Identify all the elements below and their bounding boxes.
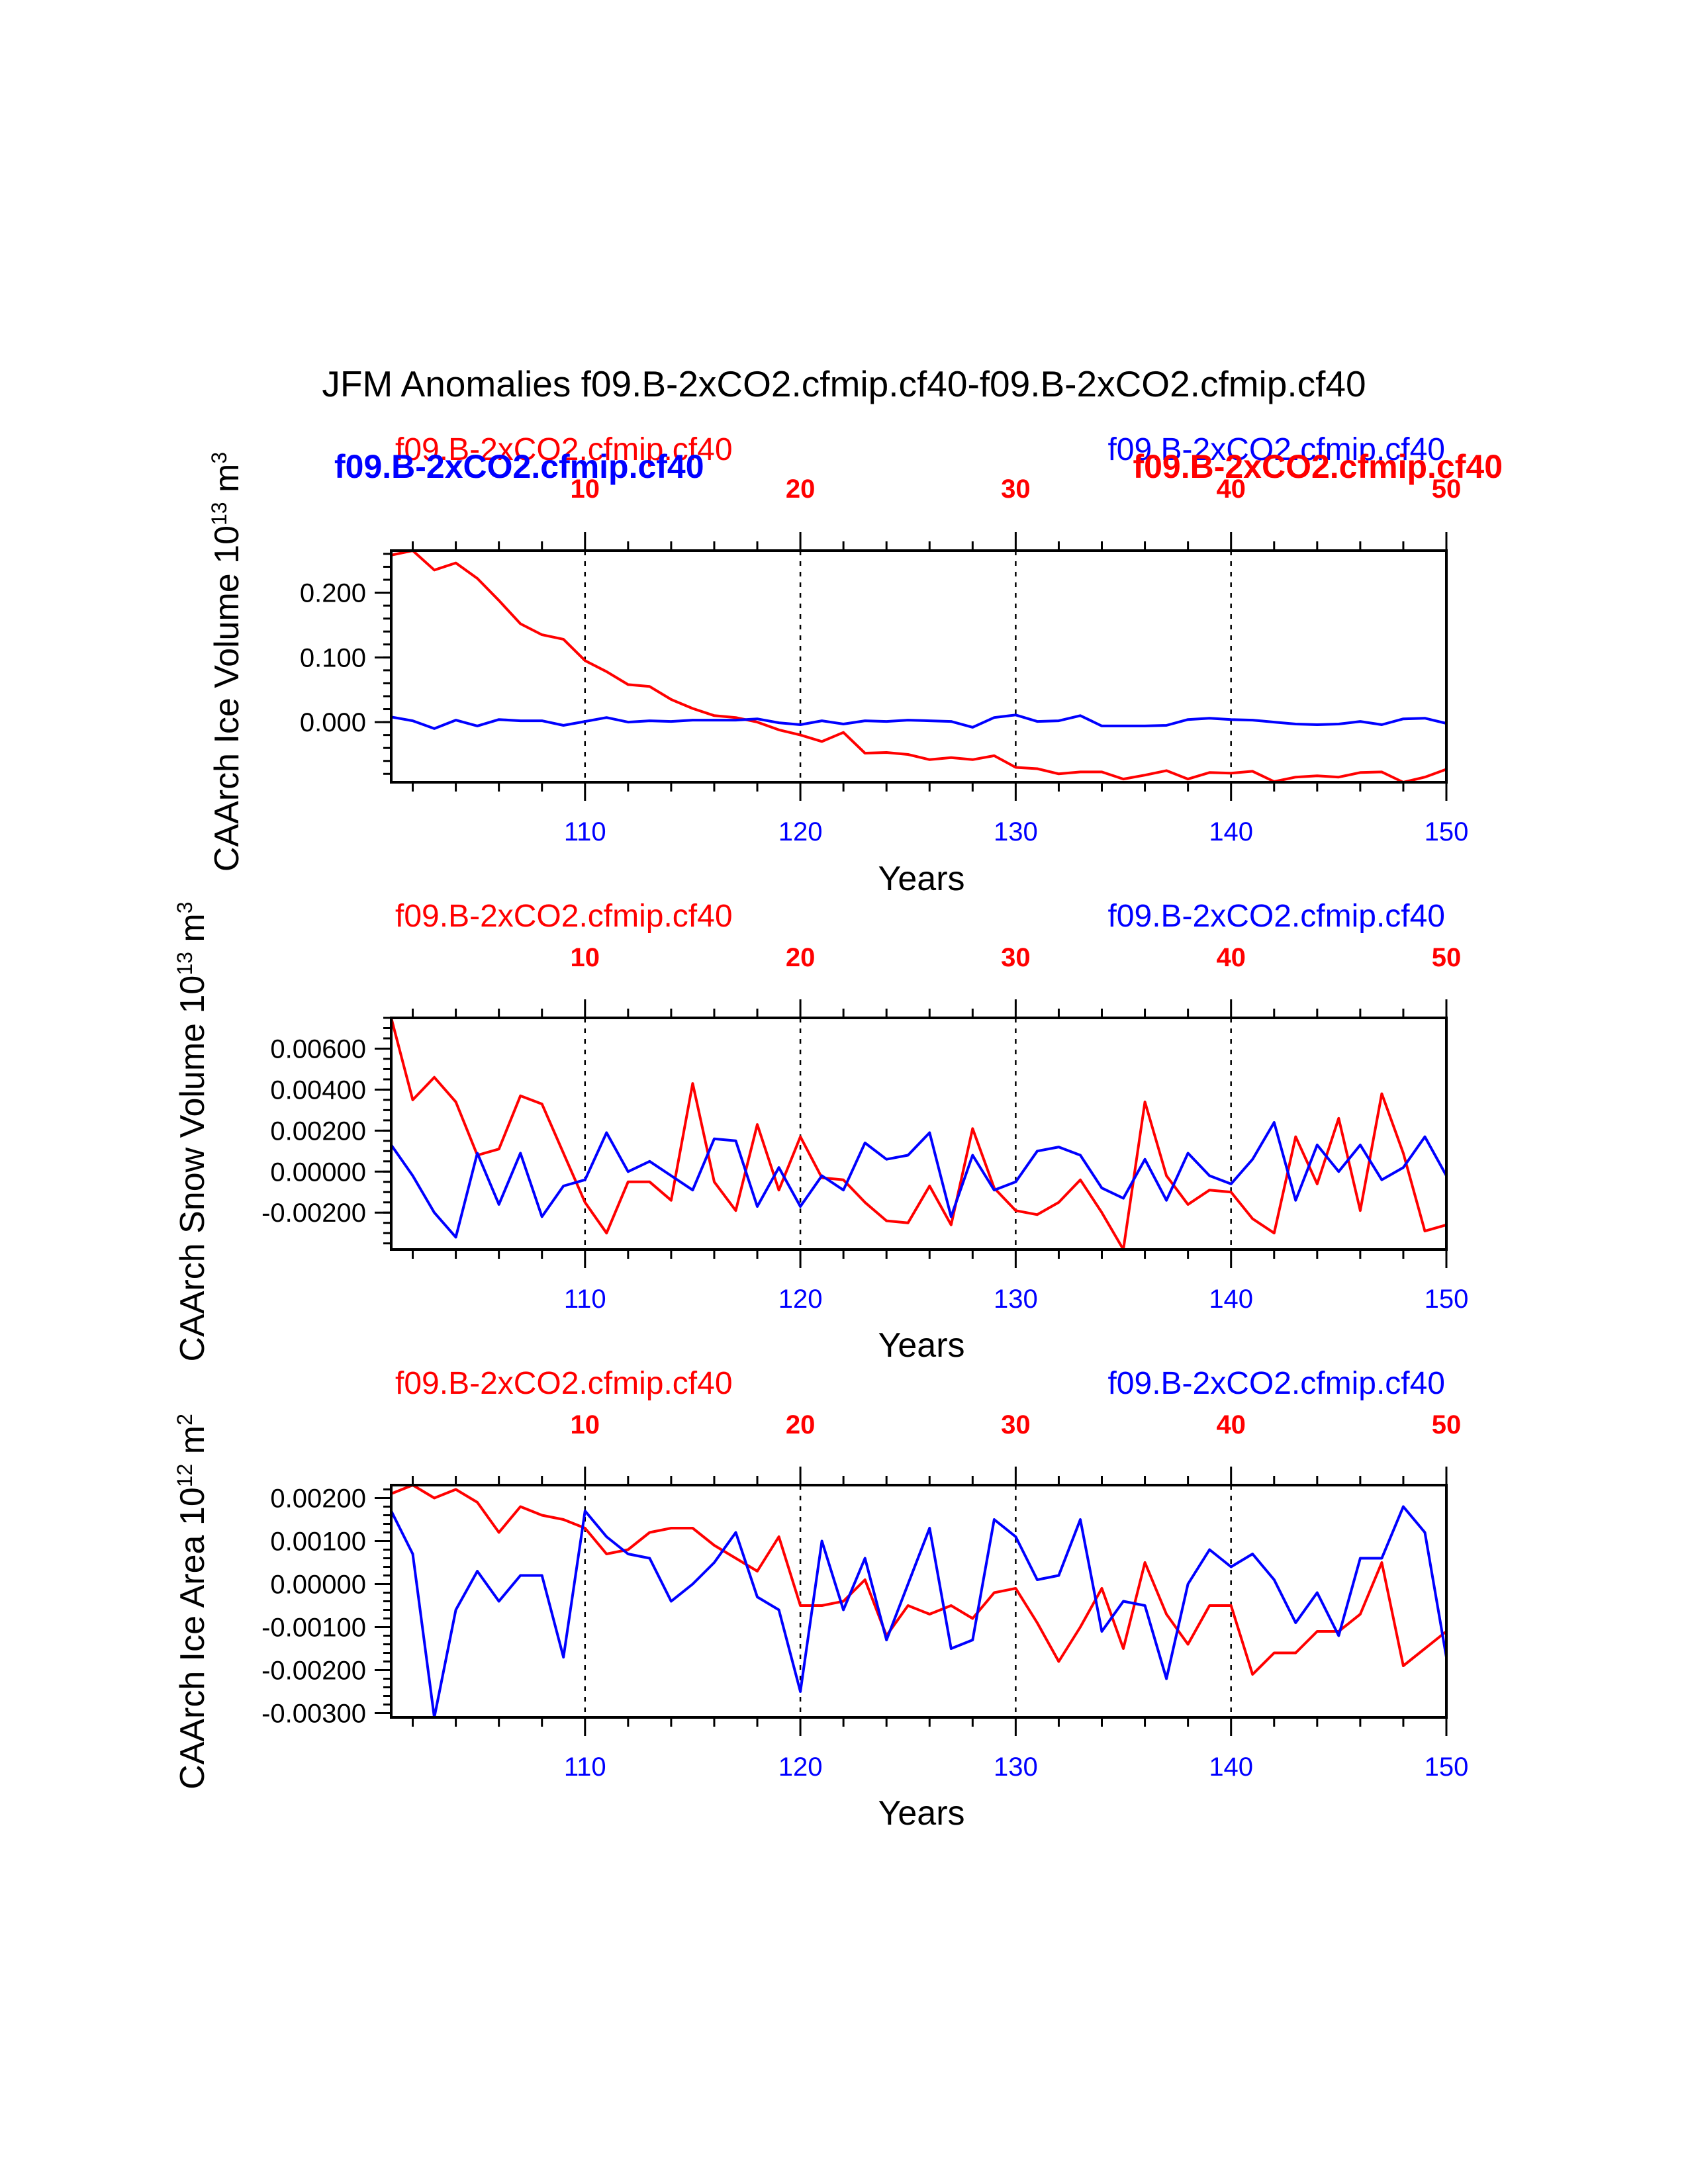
panel-ice-area: -0.00300 -0.00200 -0.00100 0.00000 0.00100 0.…: [173, 1366, 1468, 1833]
series-label-blue: f09.B-2xCO2.cfmip.cf40: [1107, 899, 1445, 934]
y-tick-label: 0.00000: [270, 1158, 366, 1187]
series-line-red: [391, 549, 1447, 784]
y-tick-label: -0.00200: [261, 1199, 366, 1228]
y-tick-label: 0.00400: [270, 1075, 366, 1105]
x-axis-label: Years: [878, 860, 964, 898]
series-line-red: [391, 1484, 1448, 1676]
series-label-blue: f09.B-2xCO2.cfmip.cf40: [1107, 432, 1445, 467]
y-label-unit-exponent: 3: [207, 452, 231, 464]
x-tick-label: 110: [564, 817, 606, 846]
plot-frame: [390, 549, 1448, 784]
y-tick-label: 0.00100: [270, 1527, 366, 1557]
y-tick-label: -0.00300: [261, 1700, 366, 1729]
y-tick-label: 0.00000: [270, 1570, 366, 1600]
x-top-tick-label: 10: [571, 475, 600, 504]
x-tick-label: 130: [994, 1752, 1038, 1782]
x-tick-label: 120: [778, 1752, 823, 1782]
series-line-blue: [390, 1505, 1448, 1719]
x-top-tick-label: 10: [571, 943, 600, 972]
y-label-text: CAArch Ice Volume 10: [208, 525, 246, 872]
x-top-tick-label: 20: [786, 943, 816, 972]
y-tick-label: -0.00200: [261, 1657, 366, 1686]
y-label-text: CAArch Snow Volume 10: [173, 976, 212, 1362]
x-top-tick-label: 30: [1001, 1410, 1031, 1439]
series-label-blue: f09.B-2xCO2.cfmip.cf40: [1107, 1366, 1445, 1401]
x-tick-label: 130: [994, 1285, 1038, 1314]
series-label-red-bold: f09.B-2xCO2.cfmip.cf40: [1133, 448, 1503, 485]
x-tick-label: 110: [564, 1285, 606, 1314]
figure-title: JFM Anomalies f09.B-2xCO2.cfmip.cf40-f09…: [322, 363, 1366, 404]
x-tick-label: 150: [1425, 1285, 1469, 1314]
x-tick-label: 150: [1425, 1752, 1469, 1782]
x-top-tick-label: 30: [1001, 943, 1031, 972]
x-axis-label: Years: [878, 1794, 964, 1833]
y-label-unit: m: [173, 1426, 212, 1464]
y-tick-label: -0.00100: [261, 1614, 366, 1643]
series-line-blue: [391, 713, 1447, 730]
series-line-red: [390, 1017, 1447, 1251]
y-tick-label: 0.00200: [270, 1116, 366, 1146]
x-tick-label: 130: [994, 817, 1038, 846]
y-label-unit-exponent: 3: [173, 901, 197, 913]
x-top-tick-label: 30: [1001, 475, 1031, 504]
series-label-blue-bold: f09.B-2xCO2.cfmip.cf40: [334, 448, 704, 485]
x-top-tick-label: 10: [571, 1410, 600, 1439]
x-tick-label: 110: [564, 1752, 606, 1782]
y-axis-label: CAArch Ice Volume 1013 m3: [207, 452, 246, 872]
y-label-exponent: 12: [173, 1464, 197, 1488]
x-axis-label: Years: [878, 1326, 964, 1365]
y-tick-label: 0.00600: [270, 1034, 366, 1064]
y-tick-label: 0.100: [300, 643, 366, 672]
x-top-tick-label: 50: [1432, 1410, 1462, 1439]
series-line-blue: [390, 1121, 1448, 1239]
series-label-red: f09.B-2xCO2.cfmip.cf40: [395, 899, 733, 934]
series-label-red: f09.B-2xCO2.cfmip.cf40: [395, 1366, 733, 1401]
series-label-red: f09.B-2xCO2.cfmip.cf40: [395, 432, 733, 467]
plot-frame: [390, 1017, 1448, 1251]
y-label-exponent: 13: [207, 502, 231, 525]
y-tick-label: 0.000: [300, 708, 366, 737]
y-label-unit: m: [208, 464, 246, 502]
panel-ice-volume: 0.000 0.100 0.200 110 120 130 140 150 10 20 30 40 50…: [207, 432, 1503, 898]
x-top-tick-label: 40: [1216, 475, 1246, 504]
x-tick-label: 140: [1209, 1285, 1253, 1314]
x-tick-label: 120: [778, 817, 823, 846]
x-top-tick-label: 40: [1216, 1410, 1246, 1439]
x-top-tick-label: 20: [786, 1410, 816, 1439]
x-top-tick-label: 20: [786, 475, 816, 504]
x-tick-label: 150: [1425, 817, 1469, 846]
x-top-tick-label: 40: [1216, 943, 1246, 972]
x-top-tick-label: 50: [1432, 943, 1462, 972]
x-top-tick-label: 50: [1432, 475, 1462, 504]
x-tick-label: 140: [1209, 1752, 1253, 1782]
y-label-exponent: 13: [173, 952, 197, 976]
y-label-unit-exponent: 2: [173, 1414, 197, 1426]
x-tick-label: 120: [778, 1285, 823, 1314]
y-label-unit: m: [173, 913, 212, 952]
y-axis-label: CAArch Snow Volume 1013 m3: [173, 901, 212, 1361]
x-tick-label: 140: [1209, 817, 1253, 846]
y-tick-label: 0.200: [300, 579, 366, 608]
y-tick-label: 0.00200: [270, 1484, 366, 1514]
y-axis-label: CAArch Ice Area 1012 m2: [173, 1414, 212, 1790]
panel-snow-volume: -0.00200 0.00000 0.00200 0.00400 0.00600 110 1…: [173, 899, 1468, 1365]
y-label-text: CAArch Ice Area 10: [173, 1487, 212, 1790]
